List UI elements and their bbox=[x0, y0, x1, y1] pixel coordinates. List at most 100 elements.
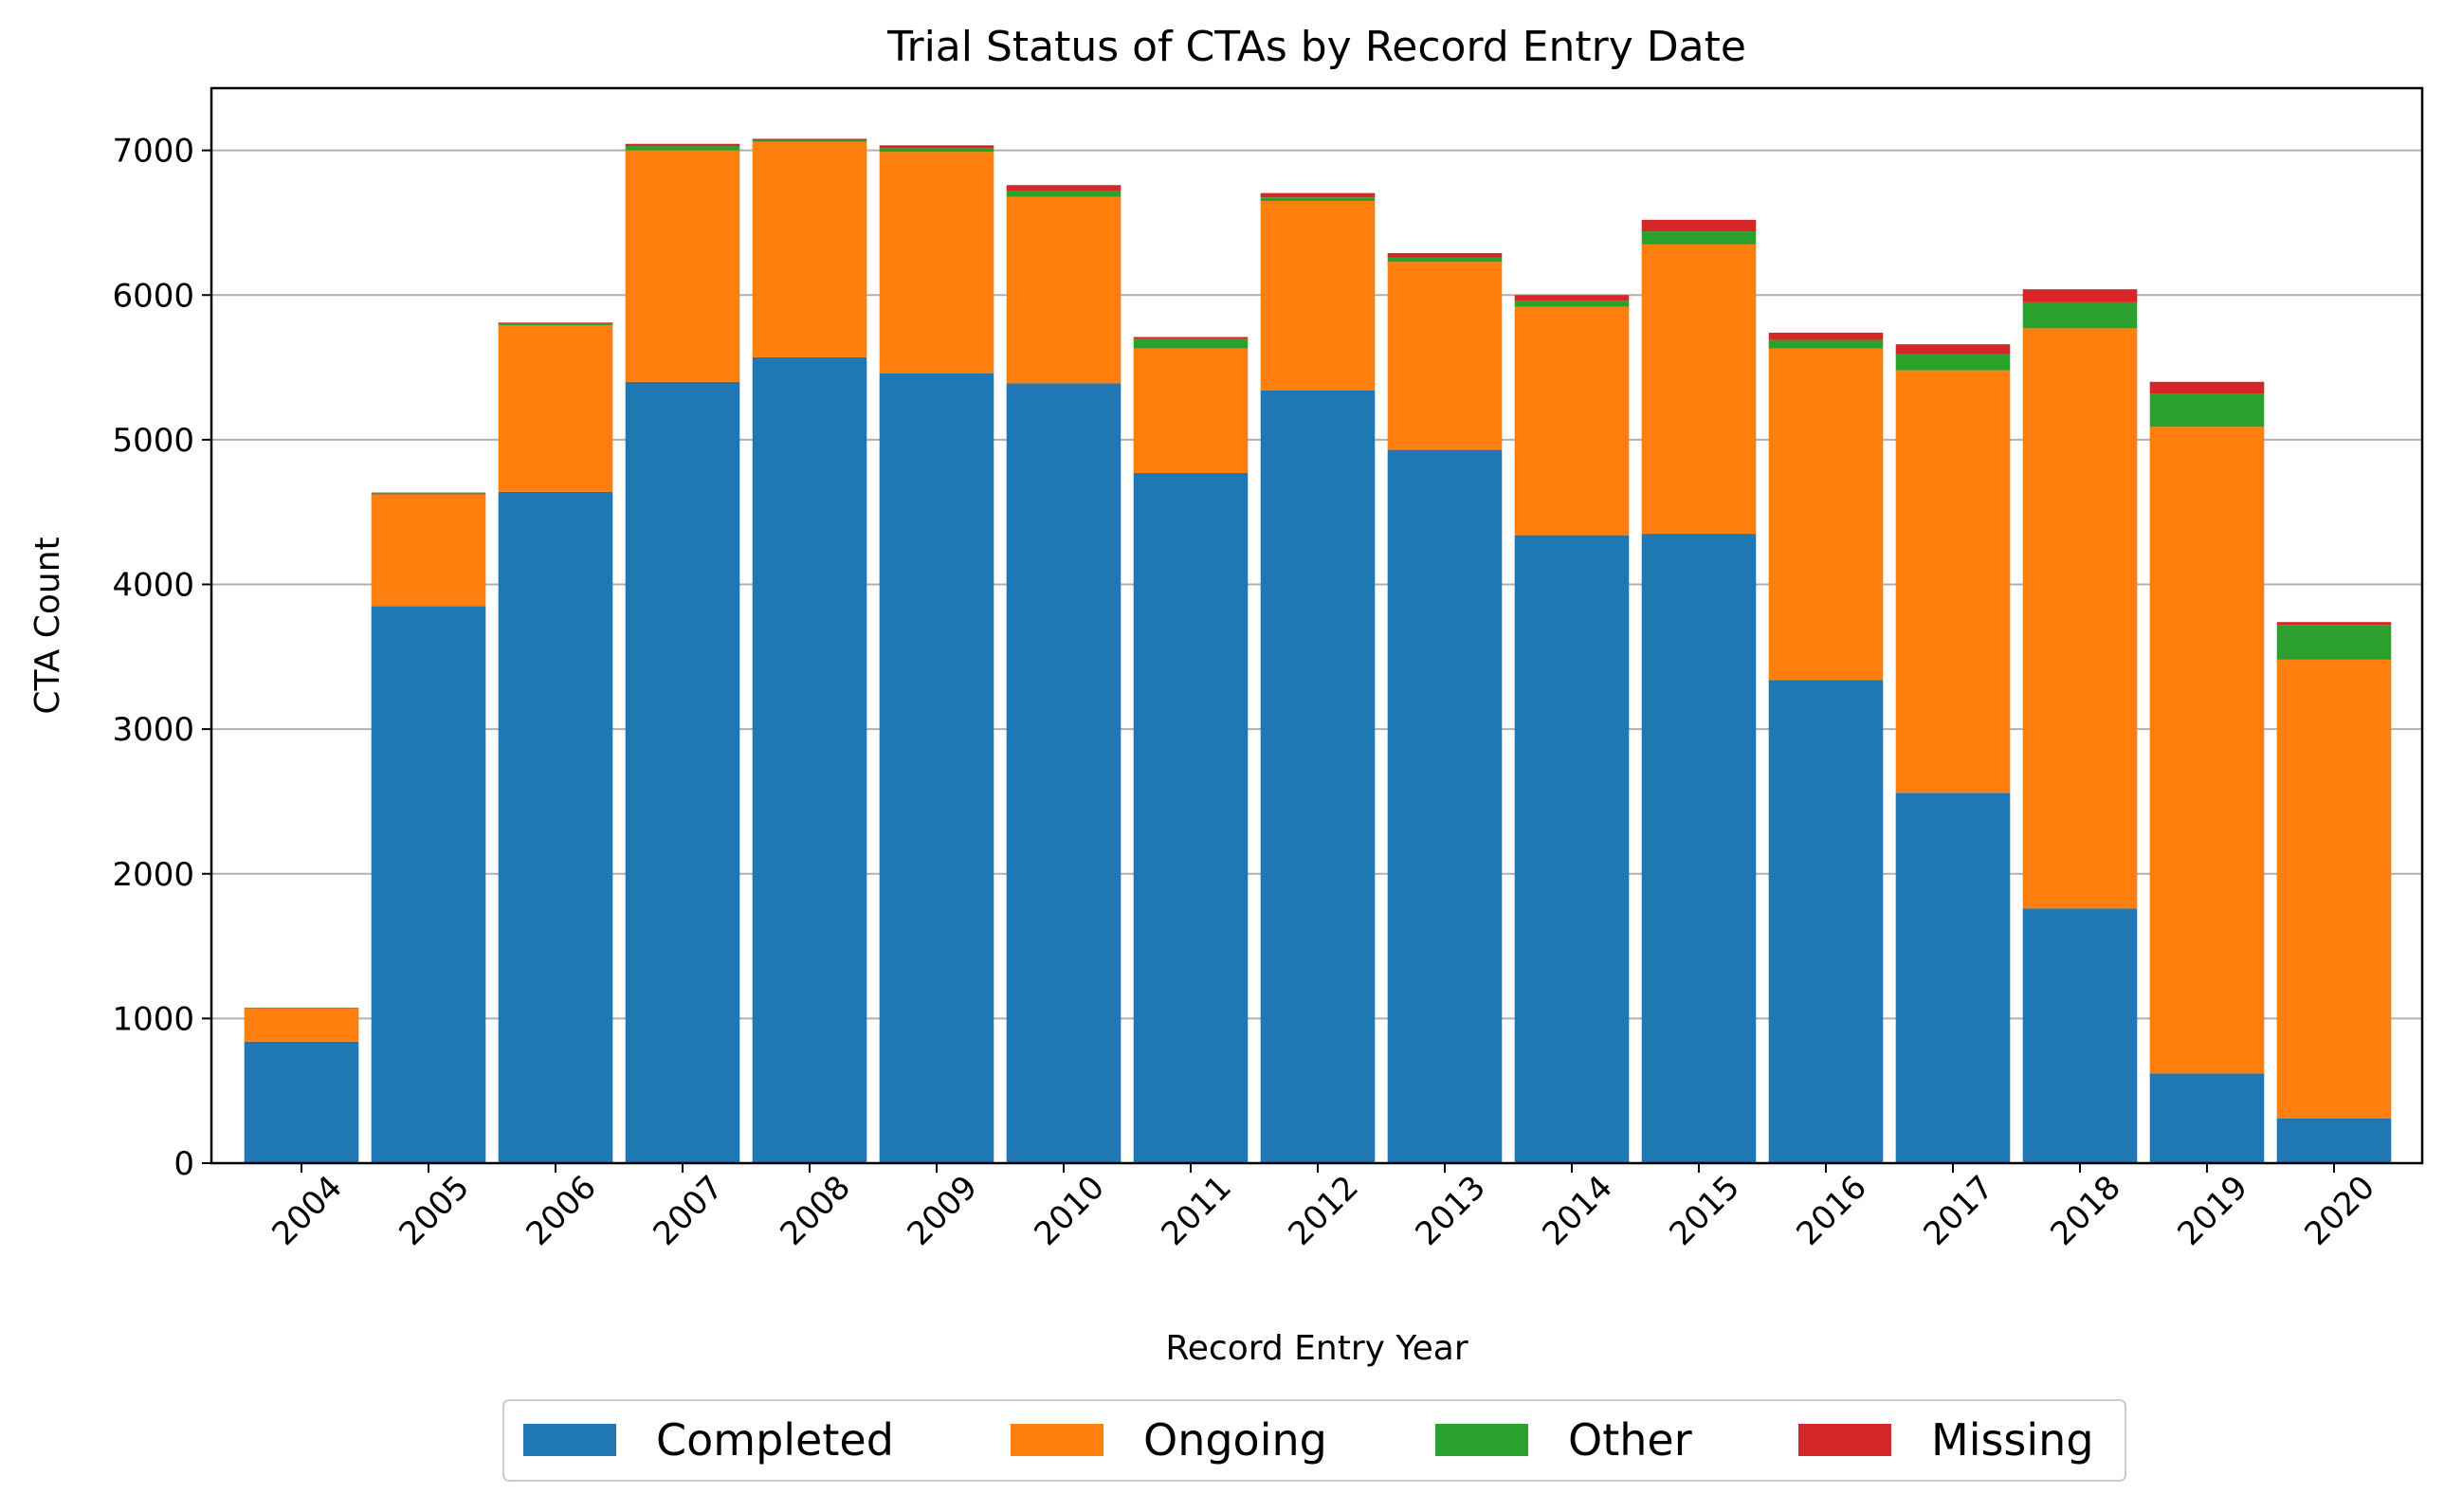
bar-segment-ongoing-2005 bbox=[371, 494, 486, 607]
bar-segment-other-2016 bbox=[1768, 339, 1884, 349]
x-axis-title: Record Entry Year bbox=[1165, 1329, 1468, 1368]
bar-segment-ongoing-2015 bbox=[1641, 244, 1757, 535]
x-tick-label: 2004 bbox=[264, 1168, 349, 1252]
bar-segment-completed-2012 bbox=[1260, 390, 1376, 1163]
bar-segment-other-2007 bbox=[625, 146, 740, 151]
bar-segment-ongoing-2019 bbox=[2149, 427, 2265, 1074]
bar-segment-other-2010 bbox=[1006, 191, 1122, 197]
bar-segment-ongoing-2020 bbox=[2276, 659, 2392, 1119]
bar-segment-ongoing-2011 bbox=[1133, 348, 1249, 473]
bar-segment-other-2008 bbox=[752, 139, 867, 142]
x-tick-label: 2018 bbox=[2043, 1168, 2127, 1252]
bar-segment-missing-2011 bbox=[1133, 337, 1249, 339]
bar-segment-ongoing-2017 bbox=[1895, 370, 2011, 793]
x-tick-label: 2020 bbox=[2297, 1168, 2381, 1252]
bar-segment-completed-2019 bbox=[2149, 1073, 2265, 1163]
y-tick-label: 3000 bbox=[112, 711, 194, 749]
bar-segment-ongoing-2004 bbox=[244, 1008, 359, 1042]
bar-segment-missing-2015 bbox=[1641, 219, 1757, 232]
bar-segment-ongoing-2009 bbox=[879, 152, 994, 373]
bar-segment-other-2009 bbox=[879, 148, 994, 153]
bar-segment-ongoing-2013 bbox=[1387, 262, 1503, 450]
legend-swatch-completed bbox=[523, 1424, 616, 1456]
bar-segment-missing-2012 bbox=[1260, 192, 1376, 198]
y-tick-label: 1000 bbox=[112, 1000, 194, 1038]
x-tick-label: 2017 bbox=[1916, 1168, 2000, 1252]
bar-segment-missing-2010 bbox=[1006, 185, 1122, 191]
bar-segment-completed-2007 bbox=[625, 381, 740, 1163]
x-tick-label: 2019 bbox=[2170, 1168, 2254, 1252]
bar-segment-missing-2005 bbox=[371, 492, 486, 494]
y-axis-title: CTA Count bbox=[28, 537, 67, 714]
legend-label-missing: Missing bbox=[1931, 1414, 2094, 1466]
bar-segment-missing-2017 bbox=[1895, 344, 2011, 355]
bar-segment-missing-2018 bbox=[2022, 289, 2138, 302]
bar-segment-ongoing-2010 bbox=[1006, 196, 1122, 384]
y-tick-label: 6000 bbox=[112, 277, 194, 315]
x-tick-label: 2014 bbox=[1535, 1168, 1619, 1252]
x-tick-label: 2011 bbox=[1154, 1168, 1238, 1252]
bar-segment-missing-2020 bbox=[2276, 622, 2392, 626]
bar-segment-completed-2006 bbox=[498, 491, 613, 1163]
bar-segment-missing-2014 bbox=[1514, 295, 1630, 301]
bar-segment-other-2005 bbox=[371, 493, 486, 495]
bar-segment-completed-2016 bbox=[1768, 680, 1884, 1163]
legend-swatch-missing bbox=[1798, 1424, 1891, 1456]
x-tick-label: 2005 bbox=[392, 1168, 476, 1252]
bar-segment-completed-2018 bbox=[2022, 908, 2138, 1163]
bar-segment-other-2012 bbox=[1260, 197, 1376, 202]
x-tick-label: 2012 bbox=[1281, 1168, 1365, 1252]
bar-segment-other-2019 bbox=[2149, 393, 2265, 428]
x-axis: 2004 2005 2006 2007 2008 2009 2010 2011 2012 2013… bbox=[264, 1163, 2382, 1253]
bar-segment-other-2013 bbox=[1387, 257, 1503, 263]
bar-segment-ongoing-2008 bbox=[752, 141, 867, 357]
bar-segment-ongoing-2007 bbox=[625, 150, 740, 382]
legend-swatch-ongoing bbox=[1011, 1424, 1103, 1456]
bar-segment-missing-2008 bbox=[752, 138, 867, 140]
legend-swatch-other bbox=[1435, 1424, 1528, 1456]
x-tick-label: 2010 bbox=[1027, 1168, 1111, 1252]
legend-frame bbox=[502, 1399, 2126, 1482]
y-tick-label: 5000 bbox=[112, 422, 194, 460]
bar-segment-other-2017 bbox=[1895, 354, 2011, 371]
bar-segment-other-2011 bbox=[1133, 338, 1249, 349]
bar-segment-completed-2010 bbox=[1006, 383, 1122, 1163]
bar-segment-completed-2004 bbox=[244, 1041, 359, 1163]
bar-segment-missing-2006 bbox=[498, 322, 613, 324]
bar-segment-ongoing-2018 bbox=[2022, 328, 2138, 909]
x-tick-label: 2006 bbox=[519, 1168, 603, 1252]
bar-segment-completed-2017 bbox=[1895, 792, 2011, 1163]
bar-segment-completed-2014 bbox=[1514, 535, 1630, 1163]
legend: Completed Ongoing Other Missing bbox=[502, 1399, 2126, 1482]
bar-segment-missing-2009 bbox=[879, 145, 994, 149]
bar-segment-completed-2008 bbox=[752, 356, 867, 1163]
bar-segment-missing-2019 bbox=[2149, 381, 2265, 394]
bar-segment-ongoing-2006 bbox=[498, 325, 613, 492]
bar-segment-other-2018 bbox=[2022, 301, 2138, 329]
chart-title: Trial Status of CTAs by Record Entry Dat… bbox=[886, 23, 1746, 71]
bar-segment-completed-2013 bbox=[1387, 449, 1503, 1163]
bars bbox=[244, 138, 2392, 1163]
legend-label-other: Other bbox=[1568, 1414, 1692, 1466]
x-tick-label: 2008 bbox=[773, 1168, 857, 1252]
bar-segment-completed-2020 bbox=[2276, 1118, 2392, 1163]
y-tick-label: 4000 bbox=[112, 567, 194, 605]
bar-segment-other-2015 bbox=[1641, 231, 1757, 245]
x-tick-label: 2015 bbox=[1662, 1168, 1746, 1252]
x-tick-label: 2013 bbox=[1408, 1168, 1492, 1252]
bar-segment-other-2020 bbox=[2276, 625, 2392, 660]
bar-segment-completed-2011 bbox=[1133, 472, 1249, 1163]
x-tick-label: 2009 bbox=[900, 1168, 984, 1252]
legend-label-ongoing: Ongoing bbox=[1143, 1414, 1327, 1466]
x-tick-label: 2007 bbox=[646, 1168, 730, 1252]
y-axis: 0 1000 2000 3000 4000 5000 6000 7000 bbox=[112, 133, 211, 1183]
bar-segment-completed-2005 bbox=[371, 606, 486, 1163]
y-tick-label: 7000 bbox=[112, 133, 194, 171]
y-tick-label: 0 bbox=[173, 1145, 194, 1183]
legend-label-completed: Completed bbox=[656, 1414, 894, 1466]
bar-segment-other-2006 bbox=[498, 323, 613, 326]
y-tick-label: 2000 bbox=[112, 856, 194, 894]
bar-segment-missing-2007 bbox=[625, 143, 740, 147]
bar-segment-other-2014 bbox=[1514, 301, 1630, 307]
